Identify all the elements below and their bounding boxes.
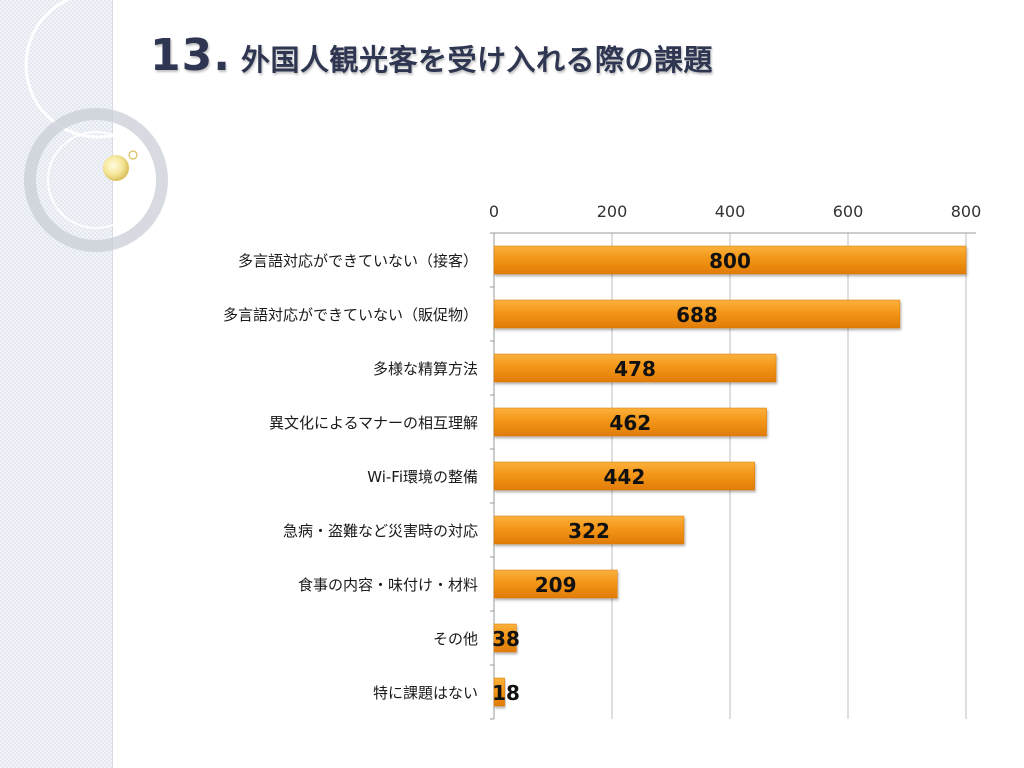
data-label: 800: [709, 249, 751, 273]
data-label: 38: [492, 627, 520, 651]
data-label: 688: [676, 303, 718, 327]
data-label: 478: [614, 357, 656, 381]
category-label: 食事の内容・味付け・材料: [298, 576, 478, 594]
bar: [493, 623, 517, 653]
decor-orb-yellow: [103, 155, 129, 181]
category-label: 異文化によるマナーの相互理解: [269, 414, 478, 432]
x-tick-label: 400: [715, 202, 746, 221]
bar: [493, 407, 767, 437]
bar: [493, 677, 505, 707]
data-label: 209: [535, 573, 577, 597]
category-label: 特に課題はない: [373, 684, 478, 702]
data-label: 462: [609, 411, 651, 435]
title-text: 外国人観光客を受け入れる際の課題: [240, 43, 713, 77]
x-tick-label: 600: [833, 202, 864, 221]
chart-labels: 0 200 400 600 800 多言語対応ができていない（接客） 800 多言語対応ができ…: [223, 202, 981, 705]
category-label: Wi-Fi環境の整備: [367, 468, 478, 486]
decor-ring-gray: [24, 108, 168, 252]
data-label: 442: [604, 465, 646, 489]
data-label: 322: [568, 519, 610, 543]
x-tick-label: 800: [951, 202, 982, 221]
x-tick-label: 0: [489, 202, 499, 221]
x-tick-label: 200: [597, 202, 628, 221]
data-label: 18: [492, 681, 520, 705]
bar: [493, 353, 777, 383]
decorative-circles: [24, 0, 172, 252]
decor-ring-small: [47, 131, 145, 229]
decor-orb-small: [128, 150, 138, 160]
category-label: 多言語対応ができていない（販促物）: [223, 306, 478, 324]
bar: [493, 245, 967, 275]
category-label: 多様な精算方法: [373, 360, 478, 378]
bar: [493, 461, 756, 491]
bar: [493, 569, 618, 599]
decor-ring-large: [24, 0, 172, 139]
bar: [493, 515, 685, 545]
bar: [493, 299, 901, 329]
page-title: 13. 外国人観光客を受け入れる際の課題: [150, 30, 713, 81]
category-label: 多言語対応ができていない（接客）: [238, 252, 478, 270]
category-label: 急病・盗難など災害時の対応: [283, 522, 478, 540]
category-label: その他: [433, 630, 478, 648]
chart-bars: [493, 245, 967, 707]
title-number: 13.: [150, 30, 231, 81]
